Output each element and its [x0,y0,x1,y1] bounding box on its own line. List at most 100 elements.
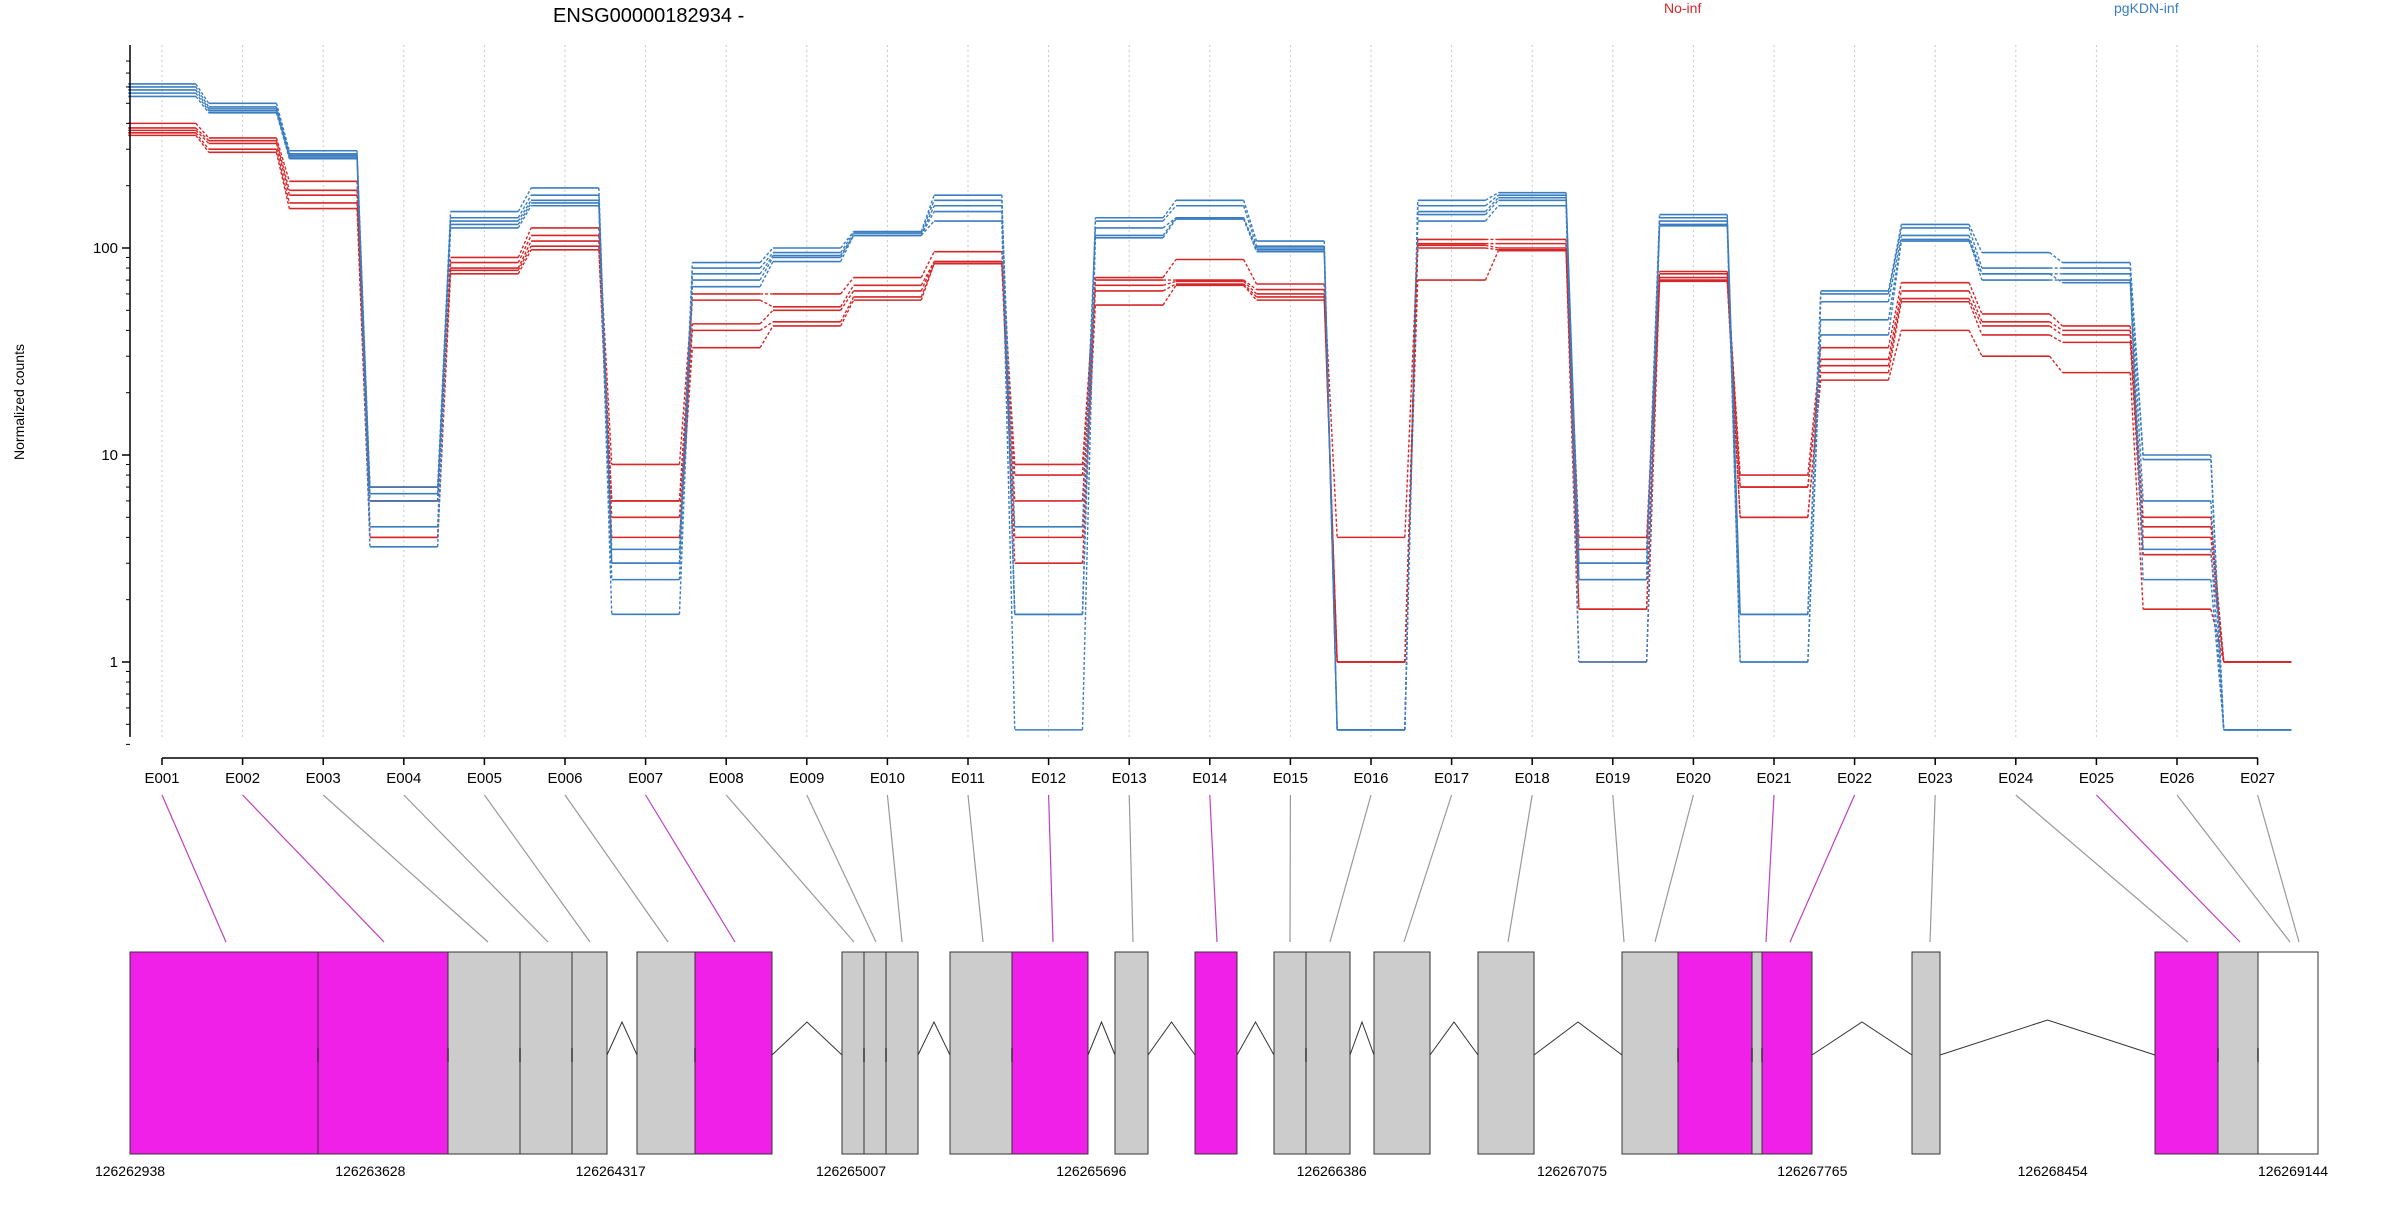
exon-box [448,952,520,1154]
x-tick-label: E012 [1031,770,1066,787]
series-connector [2050,274,2063,283]
exon-connector-line [2177,795,2290,942]
series-connector [1163,285,1176,305]
exon-connector-line [1210,795,1217,942]
series-connector [1002,221,1015,730]
exon-box [1274,952,1306,1154]
y-axis-label: Normalized counts [11,344,27,460]
x-tick-label: E008 [709,770,744,787]
intron-line [772,1022,842,1055]
x-tick-label: E024 [1998,770,2033,787]
series-connector [1969,235,1982,273]
series-connector [841,300,854,326]
series-connector [438,228,451,547]
coordinate-label: 126267075 [1537,1163,1607,1179]
series-connector [2050,322,2063,331]
x-tick-label: E004 [386,770,421,787]
series-connector [196,135,209,152]
intron-line [1940,1020,2155,1055]
exon-connector-line [968,795,983,942]
chart-title: ENSG00000182934 - [553,5,744,27]
legend-label-no-inf: No-inf [1664,0,1701,16]
exon-box [1762,952,1812,1154]
exon-connector-line [243,795,384,942]
series-connector [1969,330,1982,356]
x-tick-label: E006 [547,770,582,787]
coordinate-label: 126268454 [2018,1163,2088,1179]
series-connector [2050,335,2063,342]
exon-box [2258,952,2318,1154]
exon-connector-line [726,795,854,942]
series-connector [1244,259,1257,284]
exon-box [864,952,886,1154]
exon-box [2155,952,2218,1154]
y-ticks: 1 10 100 [93,61,130,744]
gene-model [130,952,2318,1154]
x-tick-label: E027 [2240,770,2275,787]
coordinate-label: 126265007 [816,1163,886,1179]
legend-label-pgkdn-inf: pgKDN-inf [2114,0,2179,16]
x-tick-label: E011 [951,770,985,787]
exon-box [1478,952,1534,1154]
series-connector [1485,251,1498,280]
series-connector [1244,206,1257,246]
y-tick-label: 10 [101,447,118,464]
x-tick-label: E014 [1192,770,1227,787]
series-no-inf [128,135,2291,662]
x-tick-label: E018 [1515,770,1550,787]
y-tick-label: 100 [93,240,118,257]
exon-connector-line [2096,795,2240,942]
intron-line [1350,1022,1374,1055]
exon-connector-line [1613,795,1624,942]
exon-box [1752,952,1762,1154]
series-connector [2050,326,2063,335]
intron-line [1812,1022,1912,1055]
axes [130,45,2258,758]
exon-box [318,952,448,1154]
exon-connector-line [1766,795,1774,942]
exon-box [886,952,918,1154]
intron-line [1534,1022,1622,1055]
exon-connector-line [323,795,488,942]
exon-connector-line [1049,795,1053,942]
series-connector [1969,239,1982,280]
series-connector [921,195,934,231]
x-tick-label: E009 [789,770,824,787]
exon-connector-line [162,795,226,942]
exon-box [842,952,864,1154]
grid-lines [162,45,2258,737]
series-connector [196,123,209,138]
exon-connector-line [646,795,735,942]
y-tick-label: 1 [110,654,118,671]
exon-box [2218,952,2258,1154]
series-connector [1163,219,1176,238]
intron-line [1430,1022,1478,1055]
coordinate-label: 126264317 [576,1163,646,1179]
intron-line [607,1022,637,1055]
intron-line [918,1022,950,1055]
series-connector [1244,280,1257,289]
exon-connector-line [1129,795,1133,942]
coordinate-label: 126262938 [95,1163,165,1179]
exon-connector-line [1930,795,1935,942]
series-connector [921,252,934,278]
x-tick-label: E015 [1273,770,1308,787]
exon-connector-line [807,795,876,942]
exon-box [1012,952,1088,1154]
series-connector [921,206,934,236]
x-tick-label: E002 [225,770,260,787]
x-tick-label: E020 [1676,770,1711,787]
exon-connector-line [565,795,668,942]
exon-box [520,952,572,1154]
coordinate-label: 126265696 [1056,1163,1126,1179]
coordinate-label: 126269144 [2258,1163,2328,1179]
exon-box [950,952,1012,1154]
exon-connector-line [887,795,902,942]
series-connector [518,206,531,228]
series-connector [2050,356,2063,372]
x-tick-label: E007 [628,770,663,787]
x-tick-label: E021 [1756,770,1791,787]
series-connector [760,300,773,307]
exon-box [130,952,318,1154]
exon-connector-line [404,795,548,942]
